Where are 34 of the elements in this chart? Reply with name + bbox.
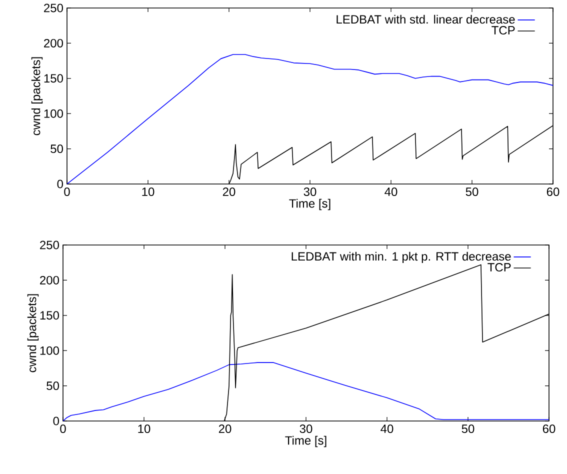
y-tick-label: 200 — [44, 38, 63, 48]
y-tick-label: 0 — [53, 416, 60, 426]
x-tick-label: 50 — [466, 188, 478, 196]
y-tick-label: 150 — [40, 311, 59, 320]
y-tick-label: 200 — [40, 276, 59, 284]
x-tick-label: 40 — [380, 424, 394, 434]
y-tick-label: 250 — [40, 240, 59, 250]
y-tick-label: 50 — [46, 382, 59, 390]
line-series — [67, 54, 554, 184]
legend-label: LEDBAT with std. linear decrease — [336, 14, 515, 24]
legend-label: LEDBAT with min. 1 pkt p. RTT decrease — [292, 252, 511, 264]
y-tick-label: 150 — [44, 74, 63, 83]
x-tick-label: 60 — [546, 188, 560, 196]
x-tick-label: 10 — [142, 188, 154, 196]
x-tick-label: 30 — [304, 188, 316, 196]
x-tick-label: 20 — [222, 188, 236, 196]
y-tick-label: 0 — [57, 180, 64, 188]
x-tick-label: 10 — [138, 424, 150, 434]
y-axis-title: cwnd [packets] — [27, 294, 39, 372]
legend-label: TCP — [488, 263, 511, 272]
x-tick-label: 50 — [462, 424, 474, 434]
x-axis-title: Time [s] — [285, 436, 326, 448]
x-tick-label: 0 — [64, 188, 70, 196]
x-tick-label: 40 — [384, 188, 398, 196]
y-tick-label: 50 — [50, 144, 63, 154]
y-axis-title: cwnd [packets] — [31, 57, 43, 136]
x-tick-label: 30 — [300, 424, 312, 434]
x-axis-title: Time [s] — [289, 198, 330, 210]
y-tick-label: 250 — [44, 4, 63, 12]
y-tick-label: 100 — [40, 346, 59, 355]
y-tick-label: 100 — [44, 109, 63, 118]
x-tick-label: 60 — [542, 424, 556, 434]
legend-label: TCP — [492, 26, 515, 35]
x-tick-label: 20 — [218, 424, 232, 434]
